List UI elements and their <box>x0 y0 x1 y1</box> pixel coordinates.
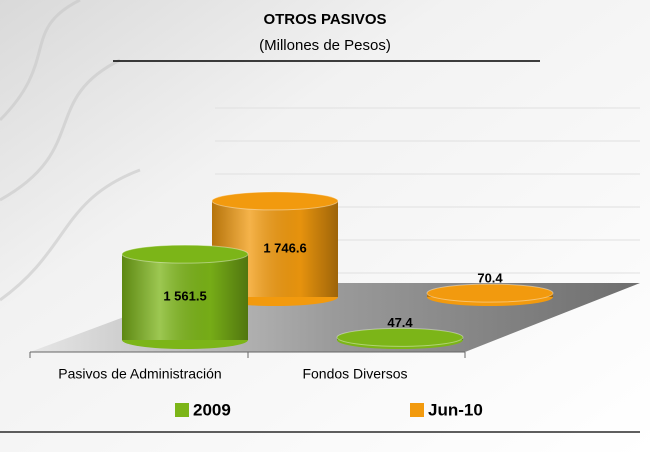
legend-swatch <box>175 403 189 417</box>
bar-top <box>122 245 248 263</box>
legend-label: Jun-10 <box>428 400 483 419</box>
bar-top <box>337 328 463 346</box>
x-tick-label: Pasivos de Administración <box>58 366 221 382</box>
x-tick-label: Fondos Diversos <box>302 366 407 382</box>
chart-title: OTROS PASIVOS <box>263 11 386 28</box>
bar-top <box>427 284 553 302</box>
data-label: 47.4 <box>387 315 413 330</box>
data-label: 1 561.5 <box>163 288 206 303</box>
data-label: 70.4 <box>477 271 503 286</box>
legend-label: 2009 <box>193 400 231 419</box>
bar-top <box>212 192 338 210</box>
legend-swatch <box>410 403 424 417</box>
chart-subtitle: (Millones de Pesos) <box>259 37 391 54</box>
chart: OTROS PASIVOS (Millones de Pesos) Pasivo… <box>0 0 650 452</box>
data-label: 1 746.6 <box>263 240 306 255</box>
